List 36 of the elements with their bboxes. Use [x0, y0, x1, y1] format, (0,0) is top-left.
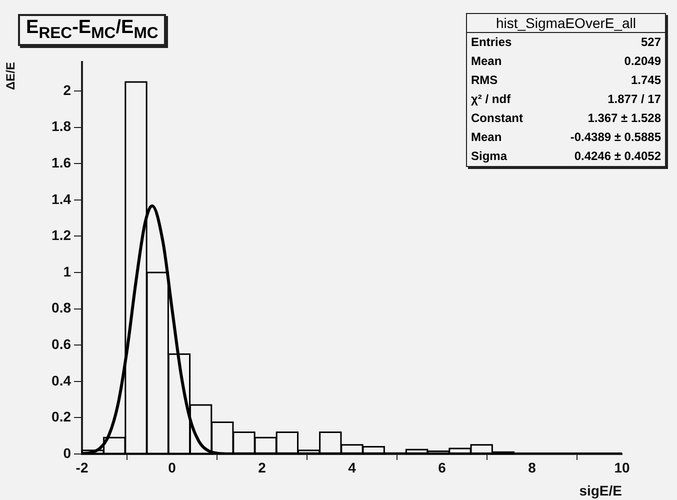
y-tick-label: 1.8 [52, 118, 72, 134]
annotation: RMS [470, 72, 499, 89]
text: 527 [640, 34, 662, 51]
y-tick-label: 0.8 [52, 300, 72, 316]
y-tick-label: 1 [63, 263, 72, 280]
annotation: Sigma [470, 148, 508, 165]
x-axis-title: sigE/E [579, 482, 622, 498]
y-tick-label: 1.4 [52, 190, 72, 207]
x-tick-label: 0 [168, 459, 176, 476]
annotation: Mean [470, 129, 503, 146]
x-tick-label: 6 [438, 459, 446, 476]
text: 1.745 [630, 72, 662, 89]
y-tick-label: 2 [63, 82, 72, 98]
annotation: Mean [470, 53, 503, 70]
annotation: 1.877 / 17 [606, 91, 662, 108]
annotation: Constant [470, 110, 524, 127]
chart-title: E$_{REC}$-E$_{MC}$/E$_{MC}$ [18, 14, 166, 46]
annotation: 1.367 ± 1.528 [586, 110, 662, 127]
x-tick-label: 4 [348, 459, 356, 476]
y-tick-label: 0.6 [52, 336, 72, 352]
x-tick-label: -2 [76, 459, 88, 476]
y-tick-label: 0.2 [52, 408, 72, 425]
x-tick-label: 10 [614, 459, 630, 476]
x-tick-label: 8 [528, 459, 536, 476]
annotation: -0.4389 ± 0.5885 [569, 129, 662, 146]
y-tick-label: 0.4 [52, 372, 72, 388]
text: Entries [470, 34, 513, 51]
y-tick-label: 1.6 [52, 154, 72, 170]
text: hist_SigmaEOverE_all [466, 14, 666, 32]
y-tick-label: 1.2 [52, 227, 72, 244]
annotation: 0.4246 ± 0.4052 [573, 148, 662, 165]
x-tick-label: 2 [258, 459, 266, 476]
y-tick-label: 0 [63, 444, 72, 461]
y-axis-title: ΔE/E [4, 62, 18, 90]
text: 0.2049 [623, 53, 662, 70]
annotation: χ² / ndf [470, 91, 512, 108]
